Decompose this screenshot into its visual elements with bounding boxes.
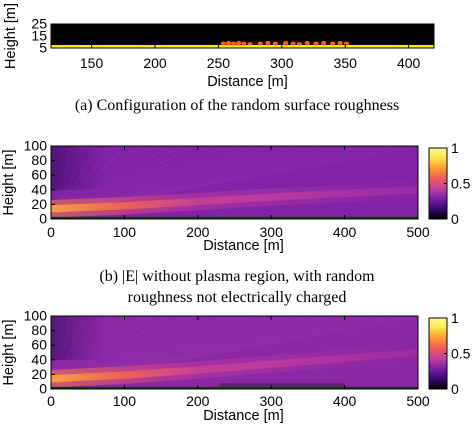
y-tick-label: 80 [31,322,47,338]
y-axis-label: Height [m] [1,149,17,215]
chart-c: 00.510 100 200 300 400 500020406080100Distanc… [1,308,471,425]
x-axis-label: Distance [m] [203,238,284,254]
roughness-bump [321,40,327,46]
y-axis-label: Height [m] [1,319,17,385]
plot-area [51,146,418,219]
x-tick-label: 0 [47,393,55,409]
roughness-bump [290,41,296,46]
roughness-bump [257,41,263,46]
beam-core [51,186,418,213]
x-tick-label: 300 [260,393,284,409]
x-tick-label: 500 [406,224,430,240]
y-tick-label: 60 [31,337,47,353]
x-tick-label: 300 [270,55,294,71]
roughness-bump [304,40,310,46]
x-tick-label: 300 [260,224,284,240]
chart-b: 00.510 100 200 300 400 500020406080100Distanc… [1,138,471,255]
y-tick-label: 40 [31,181,47,197]
roughness-bump [236,40,242,46]
y-tick-label: 25 [31,16,47,32]
roughness-bump [241,41,247,46]
x-tick-label: 400 [397,55,421,71]
colorbar-tick-label: 0 [451,381,459,397]
y-tick-label: 20 [31,366,47,382]
caption-a-text: Configuration of the random surface roug… [96,97,400,114]
ground-strip [51,216,418,219]
colorbar-tick-label: 1 [451,140,459,156]
y-tick-label: 0 [39,211,47,227]
roughness-bump [313,41,319,46]
caption-a-label: (a) [74,97,93,114]
ground-layer [51,45,434,48]
x-tick-label: 500 [406,393,430,409]
colorbar-tick-label: 0.5 [451,176,471,192]
roughness-bump [283,40,289,46]
x-axis-label: Distance [m] [207,74,288,90]
plot-area [51,316,418,389]
y-tick-label: 15 [31,28,47,44]
y-tick-label: 80 [31,152,47,168]
x-tick-label: 200 [186,393,210,409]
x-tick-label: 400 [333,393,357,409]
ground-strip [51,386,418,389]
colorbar-tick-label: 0 [451,211,459,227]
x-tick-label: 150 [80,55,104,71]
heatmap-shade [51,316,162,360]
beam-core [51,348,418,383]
caption-b-label: (b) [99,268,119,285]
roughness-bump [343,41,350,46]
roughness-bump [337,40,343,46]
roughness-bump [272,41,279,46]
roughness-bump [296,42,303,46]
caption-b: (b) |E| without plasma region, with rand… [0,266,474,308]
roughness-bump [329,41,336,46]
x-tick-label: 0 [47,224,55,240]
caption-a: (a) Configuration of the random surface … [0,95,474,116]
roughness-bump [220,41,227,46]
y-tick-label: 60 [31,167,47,183]
roughness-bump [231,41,237,46]
x-tick-label: 250 [207,55,231,71]
y-tick-label: 100 [24,308,48,324]
plot-area [51,24,434,48]
roughness-bump [225,40,232,46]
x-tick-label: 400 [333,224,357,240]
y-tick-label: 100 [24,138,48,154]
roughness-region [219,383,345,387]
heatmap-shade [51,146,162,190]
x-tick-label: 200 [186,224,210,240]
roughness-bump [247,42,253,46]
caption-b-text: |E| without plasma region, with random r… [122,268,375,306]
colorbar-tick-label: 1 [451,310,459,326]
plot-frame [50,145,419,220]
y-tick-label: 0 [39,381,47,397]
x-tick-label: 100 [113,224,137,240]
y-tick-label: 40 [31,351,47,367]
y-axis-label: Height [m] [3,3,19,69]
x-tick-label: 200 [143,55,167,71]
y-tick-label: 5 [39,40,47,56]
colorbar-tick-label: 0.5 [451,346,471,362]
x-tick-label: 350 [334,55,358,71]
plot-frame [50,315,419,390]
x-tick-label: 100 [113,393,137,409]
x-axis-label: Distance [m] [203,408,284,424]
y-tick-label: 20 [31,196,47,212]
roughness-bump [265,40,271,46]
